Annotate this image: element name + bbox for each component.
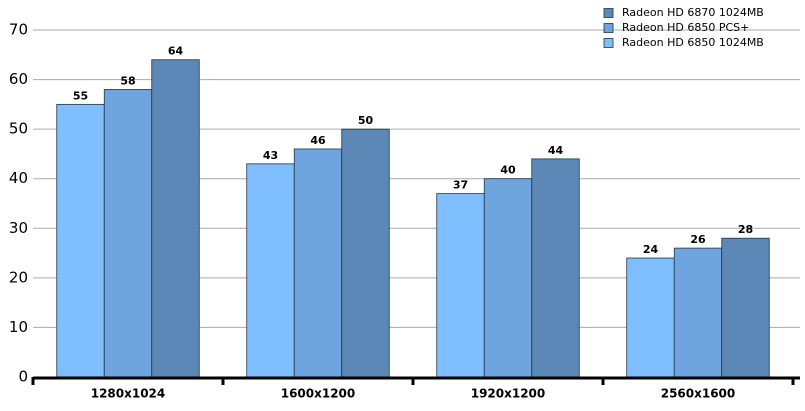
y-tick-label: 60 [9, 70, 28, 88]
legend-swatch [603, 23, 614, 33]
value-label: 44 [548, 144, 564, 157]
bar [483, 178, 533, 378]
value-label: 28 [738, 223, 753, 236]
bar [341, 128, 390, 378]
value-label: 50 [358, 114, 374, 127]
value-label: 46 [310, 134, 326, 147]
value-label: 64 [168, 45, 184, 58]
x-tick-label: 2560x1600 [661, 387, 736, 401]
bar [721, 237, 770, 378]
legend-swatch [603, 38, 614, 48]
bar [56, 103, 105, 378]
value-label: 58 [120, 74, 135, 87]
y-tick-label: 30 [9, 219, 28, 237]
value-label: 37 [453, 179, 468, 192]
x-tick-label: 1280x1024 [91, 387, 166, 401]
legend-swatch [603, 8, 614, 18]
y-tick-label: 70 [9, 21, 28, 39]
value-label: 40 [500, 164, 516, 177]
y-tick-label: 50 [9, 120, 28, 138]
bar [246, 163, 295, 378]
y-tick-label: 0 [18, 368, 28, 386]
y-tick-label: 10 [9, 318, 28, 336]
bar [151, 59, 200, 378]
y-tick-label: 40 [9, 169, 28, 187]
bar [626, 257, 675, 378]
x-tick-label: 1600x1200 [281, 387, 356, 401]
value-label: 43 [263, 149, 278, 162]
legend-label: Radeon HD 6850 1024MB [622, 36, 764, 49]
bar [436, 193, 485, 378]
bar [103, 89, 153, 378]
value-label: 24 [643, 243, 659, 256]
x-tick-label: 1920x1200 [471, 387, 546, 401]
legend-label: Radeon HD 6850 PCS+ [622, 21, 749, 34]
value-label: 55 [73, 89, 88, 102]
bar [531, 158, 580, 378]
legend-label: Radeon HD 6870 1024MB [622, 6, 764, 19]
bar [293, 148, 343, 378]
value-label: 26 [690, 233, 706, 246]
bar [673, 247, 723, 378]
y-tick-label: 20 [9, 268, 28, 286]
